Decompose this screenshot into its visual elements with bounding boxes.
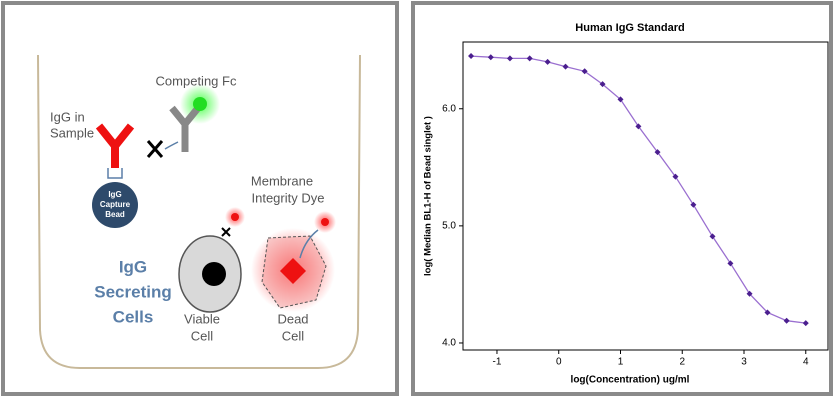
- x-tick-label: -1: [493, 357, 502, 368]
- bead-label: Capture: [100, 200, 131, 209]
- dye-label: Integrity Dye: [252, 190, 325, 205]
- cells-label: Cells: [113, 307, 154, 326]
- dead-label: Dead: [277, 311, 308, 326]
- fc-label-dot: [193, 97, 207, 111]
- x-tick-label: 2: [679, 357, 685, 368]
- sample-label: Sample: [50, 125, 94, 140]
- dye: [231, 213, 239, 221]
- x-tick-label: 3: [741, 357, 747, 368]
- viable-label: Cell: [191, 328, 214, 343]
- figure: IgG Capture Bead Competing Fc IgG in Sam…: [0, 0, 835, 398]
- y-tick-label: 6.0: [442, 103, 456, 114]
- x-tick-label: 4: [803, 357, 809, 368]
- y-tick-label: 5.0: [442, 221, 456, 232]
- cells-label: Secreting: [94, 282, 171, 301]
- dye: [321, 218, 329, 226]
- sample-label: IgG in: [50, 109, 85, 124]
- competing-fc-label: Competing Fc: [156, 73, 237, 88]
- dead-label: Cell: [282, 328, 305, 343]
- chart-title: Human IgG Standard: [575, 22, 684, 34]
- dye-label: Membrane: [251, 173, 313, 188]
- y-tick-label: 4.0: [442, 338, 456, 349]
- cells-label: IgG: [119, 257, 147, 276]
- x-axis-label: log(Concentration) ug/ml: [571, 375, 690, 386]
- chart-frame: [413, 3, 831, 394]
- bead-label: IgG: [108, 190, 121, 199]
- nucleus: [202, 262, 226, 286]
- bead-label: Bead: [105, 210, 125, 219]
- x-tick-label: 0: [556, 357, 562, 368]
- viable-label: Viable: [184, 311, 220, 326]
- x-tick-label: 1: [618, 357, 624, 368]
- y-axis-label: log( Median BL1-H of Bead singlet ): [423, 116, 434, 276]
